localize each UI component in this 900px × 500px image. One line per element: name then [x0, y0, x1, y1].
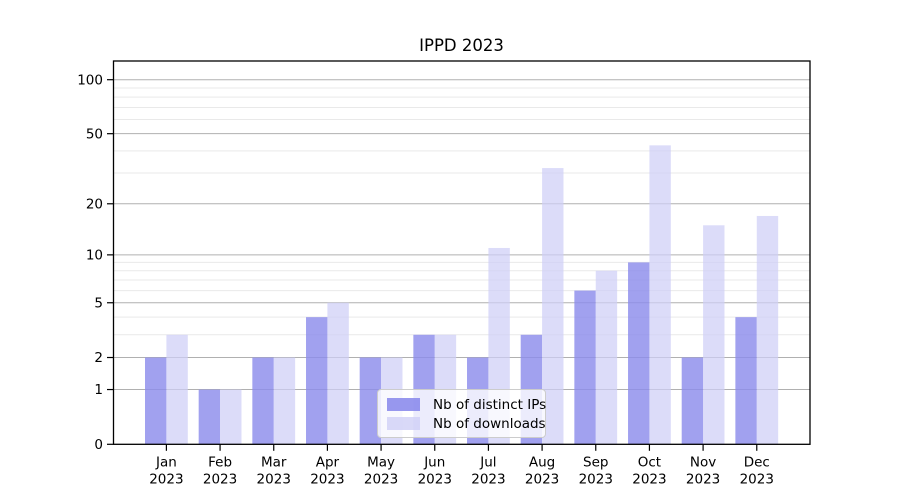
bar-nb-of-distinct-ips-apr-2023 — [306, 317, 328, 445]
bar-nb-of-downloads-dec-2023 — [756, 215, 779, 445]
plot-border — [112, 60, 811, 445]
y-tick-label: 0 — [94, 437, 103, 453]
bar-nb-of-distinct-ips-nov-2023 — [681, 357, 704, 445]
x-tick-label: Mar 2023 — [257, 454, 291, 487]
bar-nb-of-downloads-apr-2023 — [327, 302, 349, 445]
bar-nb-of-downloads-feb-2023 — [220, 389, 242, 445]
bar-nb-of-distinct-ips-dec-2023 — [735, 317, 757, 445]
x-tick-label: Jul 2023 — [471, 454, 505, 487]
x-tick-label: Feb 2023 — [203, 454, 237, 487]
bar-nb-of-distinct-ips-mar-2023 — [252, 357, 274, 445]
x-tick-label: May 2023 — [364, 454, 398, 487]
bar-nb-of-downloads-mar-2023 — [273, 357, 296, 445]
x-tick-label: Oct 2023 — [632, 454, 666, 487]
bar-nb-of-distinct-ips-sep-2023 — [574, 290, 596, 445]
x-tick-label: Jun 2023 — [418, 454, 452, 487]
x-tick-label: Sep 2023 — [579, 454, 613, 487]
bar-nb-of-distinct-ips-feb-2023 — [198, 389, 221, 445]
y-tick-label: 2 — [94, 350, 103, 366]
legend-label-downloads: Nb of downloads — [433, 415, 546, 432]
bar-nb-of-downloads-aug-2023 — [542, 168, 564, 445]
y-tick-label: 10 — [86, 248, 103, 264]
bar-nb-of-downloads-nov-2023 — [703, 225, 725, 445]
bar-nb-of-downloads-sep-2023 — [595, 270, 618, 445]
x-tick-label: Dec 2023 — [740, 454, 774, 487]
legend-swatch-distinct-ips — [387, 397, 420, 412]
bar-nb-of-distinct-ips-oct-2023 — [628, 262, 650, 445]
x-tick-label: Jan 2023 — [149, 454, 183, 487]
x-tick-label: Aug 2023 — [525, 454, 559, 487]
y-tick-label: 5 — [94, 295, 103, 311]
legend-swatch-downloads — [387, 416, 420, 431]
legend: Nb of distinct IPs Nb of downloads — [377, 389, 546, 438]
x-tick-label: Apr 2023 — [310, 454, 344, 487]
y-tick-label: 100 — [77, 72, 103, 88]
legend-item-distinct-ips: Nb of distinct IPs — [387, 395, 546, 414]
bar-nb-of-downloads-jan-2023 — [166, 334, 188, 445]
y-tick-label: 20 — [86, 196, 103, 212]
bar-nb-of-downloads-oct-2023 — [649, 145, 671, 445]
chart-title: IPPD 2023 — [419, 36, 504, 55]
legend-label-distinct-ips: Nb of distinct IPs — [433, 396, 547, 413]
bar-nb-of-distinct-ips-may-2023 — [359, 357, 382, 445]
y-tick-label: 1 — [94, 382, 103, 398]
x-tick-label: Nov 2023 — [686, 454, 720, 487]
legend-item-downloads: Nb of downloads — [387, 414, 546, 433]
bar-nb-of-distinct-ips-jan-2023 — [145, 357, 167, 445]
y-tick-label: 50 — [86, 126, 103, 142]
